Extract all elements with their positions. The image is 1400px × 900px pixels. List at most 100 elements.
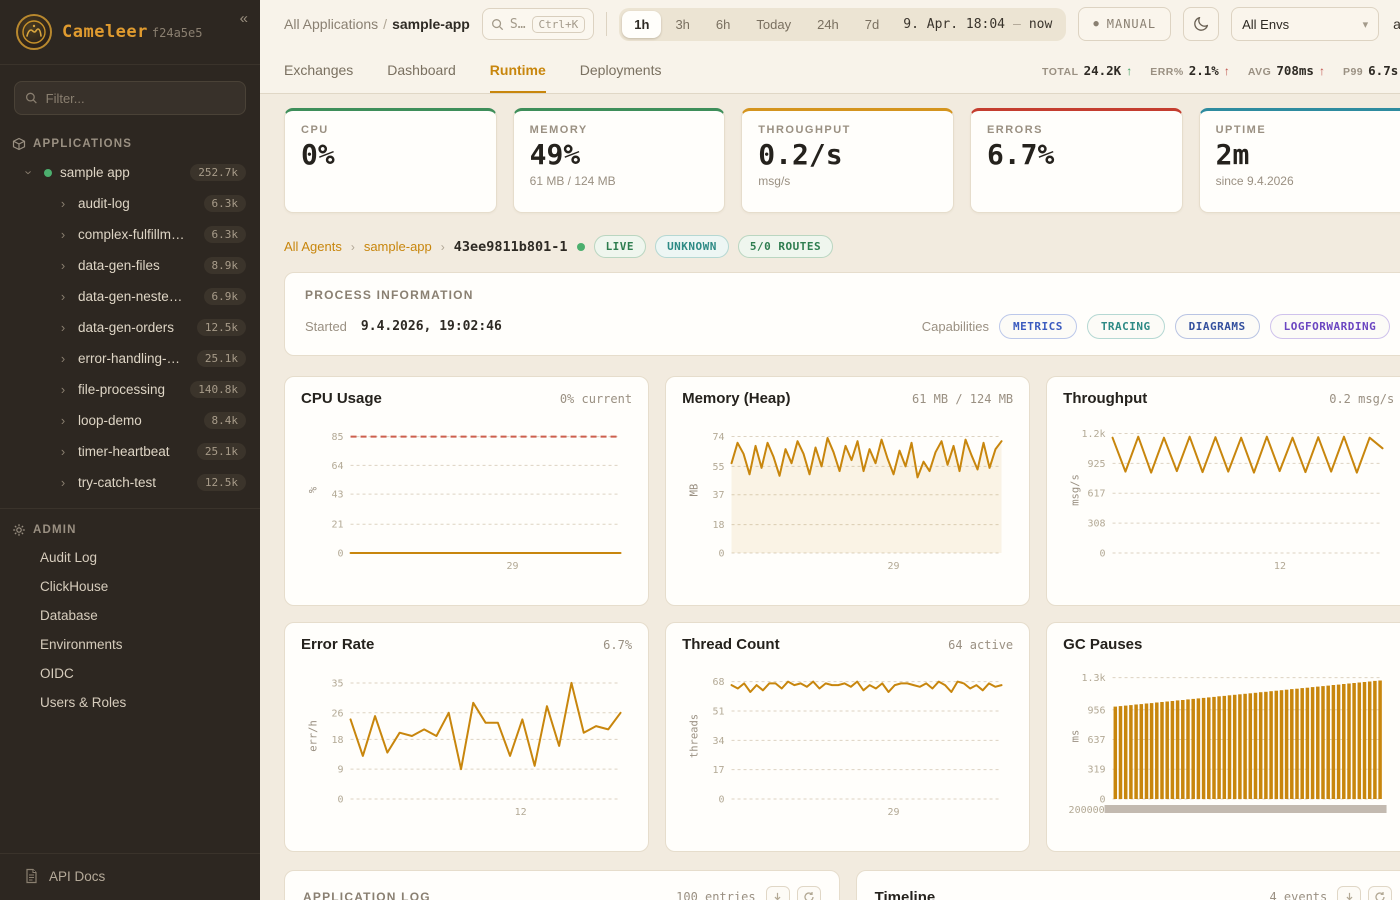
sidebar-item-api-docs[interactable]: API Docs (0, 853, 260, 900)
route-label: data-gen-files (78, 258, 160, 273)
metric-cards: CPU 0% MEMORY 49% 61 MB / 124 MB THROUGH… (284, 108, 1400, 213)
metric-value: 0.2/s (758, 138, 843, 171)
timeline-title: Timeline (874, 888, 936, 900)
stat-item: AVG 708ms ↑ (1248, 63, 1325, 78)
global-search-input[interactable]: S… Ctrl+K (481, 8, 595, 40)
time-range-button[interactable]: 24h (817, 16, 839, 32)
refresh-mode-manual-button[interactable]: ● MANUAL (1078, 7, 1172, 41)
cameleer-logo-icon (16, 14, 52, 50)
package-icon (12, 137, 26, 151)
divider (606, 12, 608, 36)
chart-card: CPU Usage 0% current 0 21 43 64 85% 29 (284, 376, 650, 606)
count-badge: 8.9k (203, 257, 246, 274)
content-area: CPU 0% MEMORY 49% 61 MB / 124 MB THROUGH… (260, 94, 1400, 900)
trend-arrow-icon: ↑ (1223, 64, 1230, 78)
svg-text:18: 18 (713, 520, 725, 531)
breadcrumb-all-applications[interactable]: All Applications (284, 16, 379, 32)
sidebar-filter-input[interactable] (14, 81, 246, 115)
time-range-button[interactable]: 1h (622, 10, 662, 38)
count-badge: 25.1k (196, 350, 246, 367)
sidebar-item-route[interactable]: › complex-fulfillm… 6.3k (0, 219, 260, 250)
count-badge: 12.5k (196, 474, 246, 491)
tab[interactable]: Deployments (579, 61, 662, 78)
svg-text:9: 9 (338, 765, 344, 776)
environment-selected-value: All Envs (1242, 16, 1290, 32)
user-menu[interactable]: admin (1393, 16, 1400, 32)
chevron-right-icon: › (60, 475, 66, 490)
status-badge: LIVE (593, 235, 647, 258)
svg-text:1.2k: 1.2k (1082, 429, 1106, 440)
manual-dot-icon: ● (1093, 19, 1100, 29)
time-range-button[interactable]: 7d (864, 16, 880, 32)
sidebar-item-route[interactable]: › error-handling-… 25.1k (0, 343, 260, 374)
time-range-button[interactable]: 6h (715, 16, 731, 32)
stat-value: 2.1% (1188, 63, 1219, 78)
sidebar-collapse-button[interactable]: « (239, 10, 248, 27)
chart-plot: 0 21 43 64 85% 29 (308, 432, 622, 572)
sidebar-item-route[interactable]: › data-gen-neste… 6.9k (0, 281, 260, 312)
sidebar-item-admin[interactable]: Environments (40, 637, 123, 652)
svg-text:85: 85 (331, 432, 343, 443)
svg-text:0: 0 (719, 795, 725, 806)
tab[interactable]: Runtime (489, 48, 546, 93)
route-label: loop-demo (78, 413, 142, 428)
dark-mode-toggle[interactable] (1183, 7, 1220, 41)
chart-title: Throughput (1063, 390, 1148, 407)
metric-label: MEMORY (529, 124, 588, 136)
svg-text:17: 17 (713, 765, 725, 776)
download-button[interactable] (765, 886, 790, 900)
metric-value: 49% (529, 138, 581, 171)
sidebar-item-route[interactable]: › timer-heartbeat 25.1k (0, 436, 260, 467)
chevron-right-icon: › (60, 258, 66, 273)
sidebar-item-route[interactable]: › loop-demo 8.4k (0, 405, 260, 436)
sidebar-item-admin[interactable]: OIDC (40, 666, 74, 681)
metric-card: THROUGHPUT 0.2/s msg/s (741, 108, 954, 213)
download-icon (774, 892, 781, 900)
chart-current-value: 61 MB / 124 MB (912, 392, 1014, 406)
refresh-button[interactable] (1368, 886, 1393, 900)
time-range-button[interactable]: Today (756, 16, 792, 32)
svg-text:err/h: err/h (308, 720, 320, 752)
sidebar-item-admin[interactable]: ClickHouse (40, 579, 109, 594)
charts-grid: CPU Usage 0% current 0 21 43 64 85% 29 Memory… (284, 376, 1400, 852)
agent-app-link[interactable]: sample-app (363, 239, 432, 254)
svg-text:55: 55 (713, 462, 725, 473)
sidebar-item-route[interactable]: › audit-log 6.3k (0, 188, 260, 219)
trend-arrow-icon: ↑ (1126, 64, 1133, 78)
metric-subtext: 61 MB / 124 MB (529, 173, 616, 188)
svg-text:0: 0 (1100, 549, 1106, 560)
tab[interactable]: Dashboard (387, 61, 456, 78)
metric-value: 2m (1215, 138, 1250, 171)
chart-current-value: 64 active (948, 638, 1014, 652)
route-label: data-gen-neste… (78, 289, 183, 304)
sidebar-item-route[interactable]: › data-gen-files 8.9k (0, 250, 260, 281)
sidebar-item-admin[interactable]: Users & Roles (40, 695, 127, 710)
environment-select[interactable]: All Envs ▾ (1231, 7, 1380, 41)
breadcrumb-separator: / (383, 16, 388, 32)
capability-badge: DIAGRAMS (1174, 314, 1260, 339)
sidebar-item-route[interactable]: › data-gen-orders 12.5k (0, 312, 260, 343)
filter-field[interactable] (45, 90, 235, 106)
status-badge: UNKNOWN (655, 235, 729, 258)
agent-breadcrumb: All Agents › sample-app › 43ee9811b801-1… (284, 235, 1400, 258)
time-range-display[interactable]: 9. Apr. 18:04— now (903, 16, 1053, 32)
process-information-panel: PROCESS INFORMATION Started 9.4.2026, 19… (284, 272, 1400, 356)
svg-text:51: 51 (713, 706, 725, 717)
svg-text:29: 29 (507, 561, 519, 572)
refresh-button[interactable] (796, 886, 821, 900)
sidebar-item-admin[interactable]: Database (40, 608, 98, 623)
sidebar-item-route[interactable]: › file-processing 140.8k (0, 374, 260, 405)
sidebar-item-route[interactable]: › try-catch-test 12.5k (0, 467, 260, 498)
svg-text:925: 925 (1088, 459, 1106, 470)
route-label: try-catch-test (78, 475, 157, 490)
time-range-button[interactable]: 3h (675, 16, 690, 32)
download-button[interactable] (1337, 886, 1362, 900)
tab[interactable]: Exchanges (284, 61, 354, 78)
sidebar-item-admin[interactable]: Audit Log (40, 550, 98, 565)
svg-text:0: 0 (1100, 795, 1106, 806)
svg-text:12: 12 (1274, 561, 1286, 572)
all-agents-link[interactable]: All Agents (284, 239, 342, 254)
sidebar-item-sample-app[interactable]: › sample app 252.7k (0, 157, 260, 188)
